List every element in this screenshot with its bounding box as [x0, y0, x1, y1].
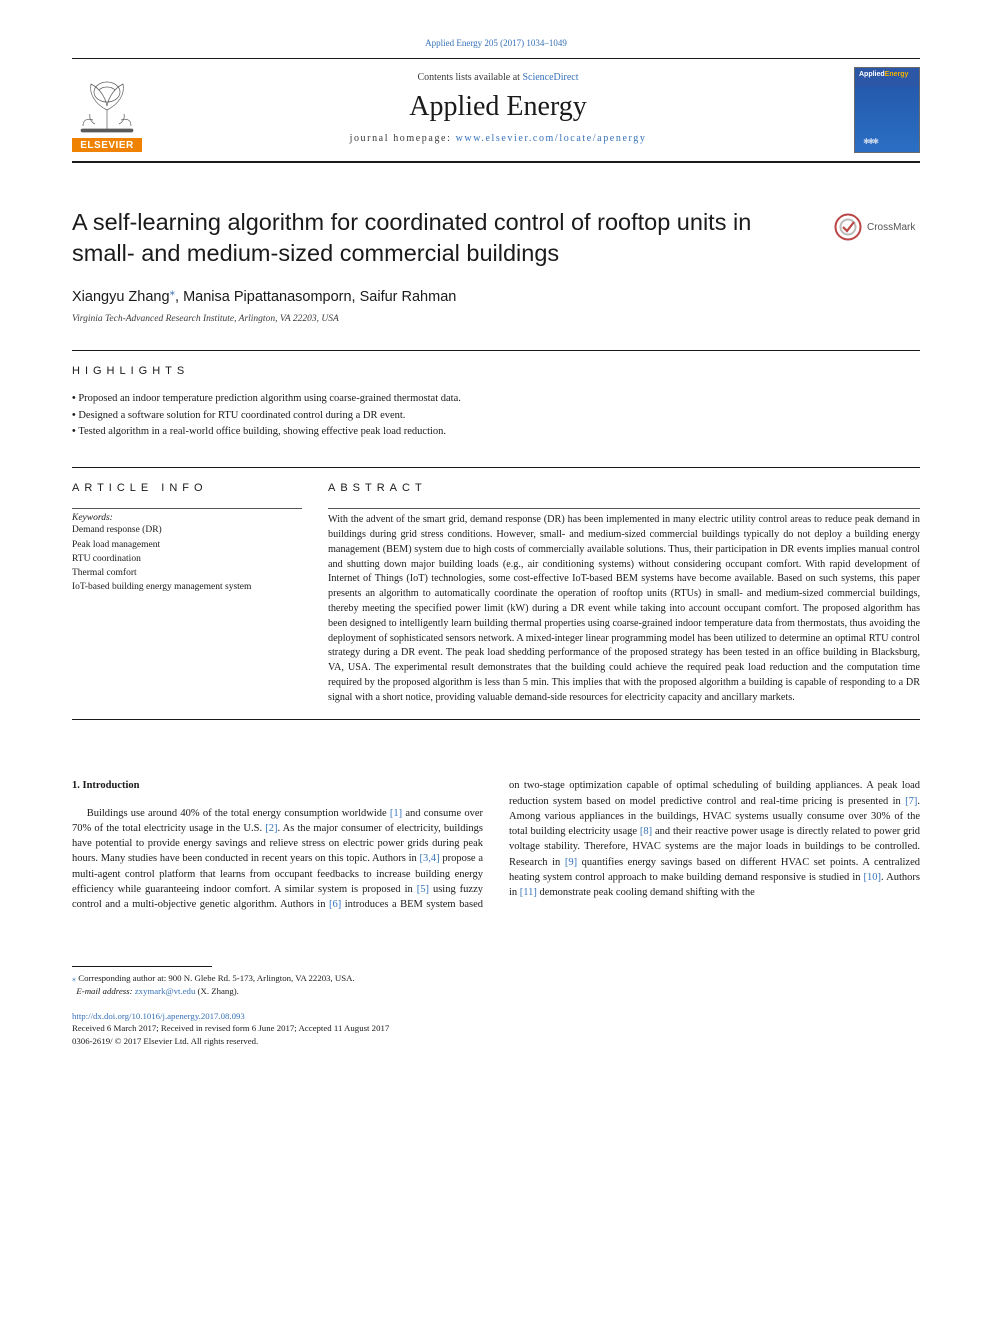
crossmark-icon [834, 213, 862, 241]
received-line: Received 6 March 2017; Received in revis… [72, 1022, 920, 1035]
footnotes: ⁎ Corresponding author at: 900 N. Glebe … [72, 972, 920, 998]
highlights-list: Proposed an indoor temperature predictio… [72, 391, 920, 441]
keyword: IoT-based building energy management sys… [72, 580, 302, 594]
highlights-heading: HIGHLIGHTS [72, 350, 920, 377]
article-info-heading: ARTICLE INFO [72, 482, 302, 494]
corresponding-text: Corresponding author at: 900 N. Glebe Rd… [76, 973, 355, 983]
ref-link[interactable]: [11] [520, 887, 537, 898]
cover-brand: AppliedEnergy [859, 71, 908, 78]
ref-link[interactable]: [5] [417, 884, 429, 895]
intro-paragraph: Buildings use around 40% of the total en… [72, 778, 920, 912]
page-container: Applied Energy 205 (2017) 1034–1049 ELSE… [0, 0, 992, 1078]
elsevier-logo: ELSEVIER [72, 68, 142, 152]
cover-brand-b: Energy [885, 71, 909, 78]
sciencedirect-link[interactable]: ScienceDirect [522, 72, 578, 83]
keyword: Peak load management [72, 538, 302, 552]
body-columns: 1. Introduction Buildings use around 40%… [72, 778, 920, 912]
email-tail: (X. Zhang). [195, 986, 238, 996]
article-title: A self-learning algorithm for coordinate… [72, 207, 820, 269]
highlight-item: Tested algorithm in a real-world office … [72, 424, 920, 441]
highlight-item: Proposed an indoor temperature predictio… [72, 391, 920, 408]
contents-prefix: Contents lists available at [417, 72, 522, 83]
affiliation: Virginia Tech-Advanced Research Institut… [72, 314, 920, 324]
keywords-list: Demand response (DR) Peak load managemen… [72, 523, 302, 594]
corresponding-footnote: ⁎ Corresponding author at: 900 N. Glebe … [72, 972, 920, 985]
ref-link[interactable]: [7] [905, 796, 917, 807]
article-info-column: ARTICLE INFO Keywords: Demand response (… [72, 482, 302, 705]
authors-tail: , Manisa Pipattanasomporn, Saifur Rahman [175, 289, 456, 305]
intro-text: demonstrate peak cooling demand shifting… [537, 887, 755, 898]
journal-title: Applied Energy [156, 91, 840, 123]
doi-link[interactable]: http://dx.doi.org/10.1016/j.apenergy.201… [72, 1010, 920, 1023]
email-link[interactable]: zxymark@vt.edu [135, 986, 196, 996]
email-footnote: E-mail address: zxymark@vt.edu (X. Zhang… [72, 985, 920, 998]
keyword: Demand response (DR) [72, 523, 302, 537]
elsevier-wordmark: ELSEVIER [72, 138, 142, 152]
info-abstract-row: ARTICLE INFO Keywords: Demand response (… [72, 467, 920, 705]
rule-top [72, 58, 920, 59]
homepage-prefix: journal homepage: [350, 133, 456, 144]
homepage-link[interactable]: www.elsevier.com/locate/apenergy [456, 133, 647, 144]
crossmark-label: CrossMark [867, 222, 915, 233]
ref-link[interactable]: [1] [390, 808, 402, 819]
footnote-rule [72, 966, 212, 967]
email-label: E-mail address: [76, 986, 134, 996]
ref-link[interactable]: [3,4] [419, 853, 439, 864]
abstract-bottom-rule [72, 719, 920, 720]
homepage-line: journal homepage: www.elsevier.com/locat… [156, 133, 840, 144]
title-row: A self-learning algorithm for coordinate… [72, 207, 920, 269]
abstract-text: With the advent of the smart grid, deman… [328, 508, 920, 705]
intro-text: Buildings use around 40% of the total en… [87, 808, 390, 819]
ref-link[interactable]: [8] [640, 826, 652, 837]
copyright-line: 0306-2619/ © 2017 Elsevier Ltd. All righ… [72, 1035, 920, 1048]
keyword: RTU coordination [72, 552, 302, 566]
top-citation: Applied Energy 205 (2017) 1034–1049 [72, 38, 920, 48]
keyword: Thermal comfort [72, 566, 302, 580]
cover-art-icon: ✱ ✱ ✱ [863, 137, 877, 146]
crossmark-badge[interactable]: CrossMark [834, 207, 920, 241]
elsevier-tree-icon [75, 76, 139, 134]
abstract-heading: ABSTRACT [328, 482, 920, 494]
highlight-item: Designed a software solution for RTU coo… [72, 408, 920, 425]
cover-brand-a: Applied [859, 71, 885, 78]
rule-thick [72, 161, 920, 163]
ref-link[interactable]: [2] [265, 823, 277, 834]
contents-line: Contents lists available at ScienceDirec… [156, 72, 840, 83]
keywords-label: Keywords: [72, 508, 302, 523]
ref-link[interactable]: [9] [565, 857, 577, 868]
journal-cover-thumb: AppliedEnergy ✱ ✱ ✱ [854, 67, 920, 153]
ref-link[interactable]: [10] [864, 872, 882, 883]
author-1: Xiangyu Zhang [72, 289, 170, 305]
header-center: Contents lists available at ScienceDirec… [156, 70, 840, 150]
abstract-column: ABSTRACT With the advent of the smart gr… [328, 482, 920, 705]
intro-heading: 1. Introduction [72, 778, 483, 793]
authors: Xiangyu Zhang⁎, Manisa Pipattanasomporn,… [72, 285, 920, 305]
doi-block: http://dx.doi.org/10.1016/j.apenergy.201… [72, 1010, 920, 1048]
ref-link[interactable]: [6] [329, 899, 341, 910]
journal-header: ELSEVIER Contents lists available at Sci… [72, 67, 920, 153]
